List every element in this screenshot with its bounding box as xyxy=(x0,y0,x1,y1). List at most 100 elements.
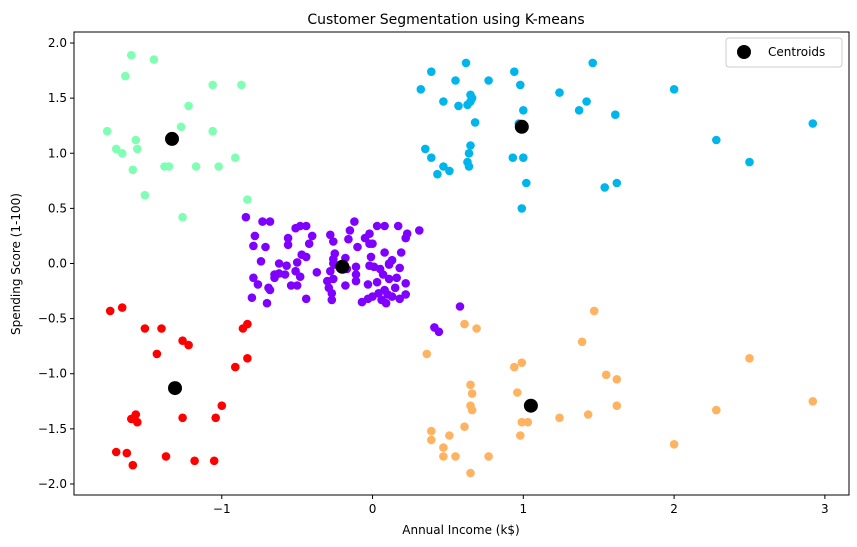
cluster-1-point-15 xyxy=(439,162,448,171)
x-tick-label: 1 xyxy=(519,502,527,516)
cluster-3-point-13 xyxy=(178,413,187,423)
cluster-0-point-59 xyxy=(380,221,389,231)
cluster-4-point-6 xyxy=(466,380,475,390)
cluster-2-point-7 xyxy=(133,144,142,154)
cluster-0-point-67 xyxy=(390,283,400,293)
cluster-1-point-32 xyxy=(588,58,597,68)
cluster-0-point-47 xyxy=(350,217,359,226)
x-axis-label: Annual Income (k$) xyxy=(402,523,519,537)
cluster-0-point-84 xyxy=(396,248,406,257)
cluster-0-point-48 xyxy=(353,242,362,252)
cluster-0-point-3 xyxy=(250,231,260,241)
cluster-0-point-33 xyxy=(326,266,335,276)
cluster-2-point-10 xyxy=(176,122,186,132)
cluster-2-point-14 xyxy=(208,126,217,136)
cluster-3-point-22 xyxy=(209,456,219,466)
cluster-2-point-8 xyxy=(128,165,138,175)
cluster-4-point-17 xyxy=(466,468,475,478)
cluster-1-point-22 xyxy=(516,80,525,90)
cluster-1-point-20 xyxy=(466,141,475,150)
cluster-0-point-46 xyxy=(345,226,355,235)
cluster-0-point-8 xyxy=(247,293,257,303)
centroid-point-1 xyxy=(514,119,529,134)
cluster-2-point-4 xyxy=(111,144,121,154)
cluster-1-point-34 xyxy=(611,110,620,119)
cluster-1-point-13 xyxy=(427,153,436,162)
cluster-2-point-13 xyxy=(237,80,246,90)
y-tick-label: 0.5 xyxy=(48,201,67,215)
cluster-0-point-15 xyxy=(282,261,291,271)
cluster-4-point-11 xyxy=(427,426,436,436)
cluster-3-point-8 xyxy=(243,319,252,329)
cluster-0-point-64 xyxy=(393,221,403,231)
cluster-0-point-53 xyxy=(366,252,376,262)
cluster-0-point-42 xyxy=(327,295,337,305)
x-axis-ticks: −1 0 1 2 3 xyxy=(213,495,829,516)
cluster-0-point-9 xyxy=(253,280,263,289)
cluster-4-point-2 xyxy=(472,324,481,333)
cluster-0-point-36 xyxy=(326,230,335,240)
cluster-0-point-89 xyxy=(341,281,350,290)
cluster-3-point-5 xyxy=(178,336,187,346)
cluster-2-point-11 xyxy=(184,101,193,111)
cluster-3-point-2 xyxy=(140,324,150,333)
cluster-3-point-20 xyxy=(128,460,138,470)
cluster-4-point-19 xyxy=(517,417,527,427)
cluster-3-point-21 xyxy=(190,456,199,466)
cluster-1-point-5 xyxy=(454,101,463,111)
cluster-0-point-85 xyxy=(368,239,377,248)
cluster-0-point-4 xyxy=(249,241,258,251)
cluster-2-point-6 xyxy=(131,135,141,145)
cluster-1-point-18 xyxy=(464,162,474,171)
cluster-2-point-17 xyxy=(164,162,174,171)
cluster-2-point-15 xyxy=(191,162,201,171)
cluster-0-point-57 xyxy=(372,277,382,287)
cluster-2-point-12 xyxy=(208,80,217,90)
centroid-point-0 xyxy=(165,131,179,146)
y-tick-label: −2.0 xyxy=(38,477,67,491)
cluster-1-point-23 xyxy=(519,106,528,115)
cluster-0-point-30 xyxy=(301,294,311,304)
cluster-0-point-96 xyxy=(274,259,284,268)
cluster-0-point-41 xyxy=(327,289,337,298)
cluster-0-point-82 xyxy=(374,289,383,298)
cluster-3-point-1 xyxy=(117,303,127,312)
y-tick-label: −1.5 xyxy=(38,422,67,436)
cluster-1-point-37 xyxy=(712,135,721,145)
centroid-point-2 xyxy=(335,259,350,274)
cluster-1-point-12 xyxy=(421,144,430,154)
cluster-2-point-20 xyxy=(243,195,252,204)
cluster-3-point-4 xyxy=(152,349,162,359)
cluster-4-point-1 xyxy=(460,319,469,329)
data-points-layer xyxy=(102,50,818,478)
cluster-3-point-3 xyxy=(157,324,166,333)
cluster-1-point-31 xyxy=(582,97,591,106)
y-tick-label: 2.0 xyxy=(48,36,67,50)
cluster-4-point-9 xyxy=(467,405,477,415)
cluster-0-point-65 xyxy=(392,273,402,283)
legend-box xyxy=(725,37,843,68)
cluster-1-point-4 xyxy=(461,58,471,68)
legend-entry-centroids: Centroids xyxy=(768,45,825,59)
cluster-3-point-9 xyxy=(243,354,252,363)
cluster-0-point-6 xyxy=(256,257,266,266)
cluster-0-point-26 xyxy=(304,239,314,248)
cluster-2-point-3 xyxy=(102,126,112,136)
cluster-0-point-16 xyxy=(283,233,293,243)
cluster-1-point-19 xyxy=(464,149,474,158)
cluster-0-point-77 xyxy=(387,292,397,301)
cluster-3-point-12 xyxy=(211,413,220,423)
cluster-0-point-17 xyxy=(283,240,293,250)
centroid-point-4 xyxy=(523,398,538,413)
y-tick-label: 1.5 xyxy=(48,91,67,105)
cluster-0-point-76 xyxy=(381,298,391,308)
cluster-1-point-30 xyxy=(574,106,584,115)
cluster-0-point-94 xyxy=(455,302,465,311)
cluster-0-point-83 xyxy=(363,280,373,289)
cluster-4-point-4 xyxy=(517,358,527,368)
cluster-1-point-26 xyxy=(519,153,528,162)
cluster-3-point-15 xyxy=(131,410,141,419)
cluster-0-point-20 xyxy=(301,221,311,231)
cluster-1-point-29 xyxy=(555,88,564,97)
cluster-1-point-39 xyxy=(808,119,818,128)
